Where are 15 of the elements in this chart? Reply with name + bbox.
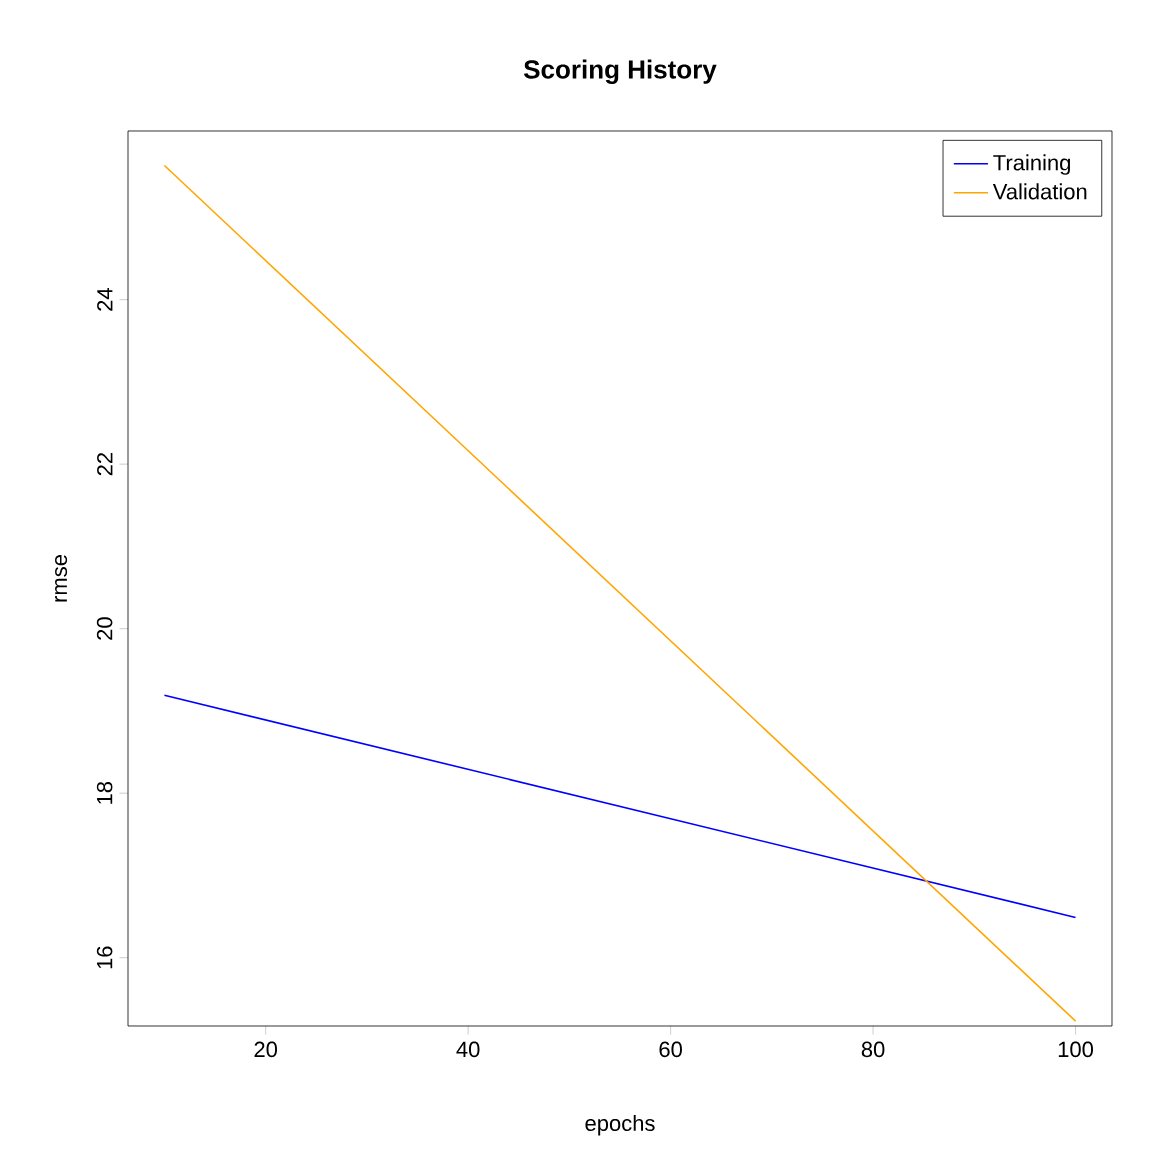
chart-title: Scoring History [523, 59, 717, 84]
legend-label: Training [993, 154, 1070, 175]
x-tick-label: 20 [254, 1041, 278, 1058]
y-axis-title: rmse [55, 555, 68, 602]
x-axis-title: epochs [585, 1114, 655, 1136]
y-tick-label: 24 [97, 288, 113, 311]
legend-label: Validation [992, 183, 1087, 200]
y-tick-label: 16 [96, 946, 113, 969]
x-tick-label: 40 [456, 1041, 480, 1058]
x-tick-label: 80 [861, 1041, 885, 1058]
y-tick-label: 22 [97, 453, 113, 476]
y-tick-label: 18 [96, 781, 113, 804]
x-tick-label: 100 [1058, 1041, 1094, 1058]
y-tick-label: 20 [96, 617, 113, 640]
x-tick-label: 60 [659, 1041, 682, 1058]
